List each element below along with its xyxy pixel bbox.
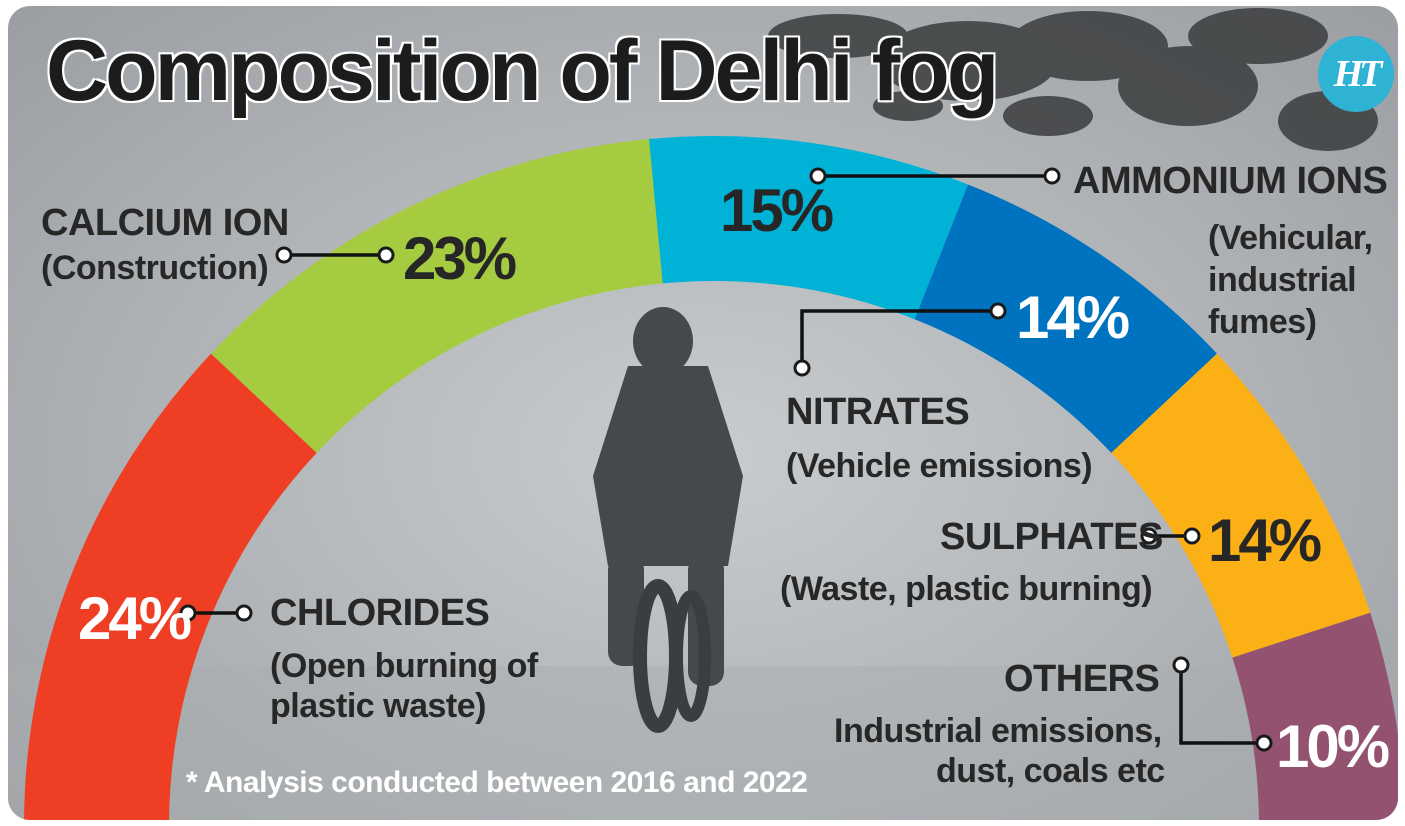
donut-segment-sulphates bbox=[1111, 353, 1371, 658]
calcium-desc: (Construction) bbox=[41, 249, 269, 287]
others-percent: 10% bbox=[1276, 713, 1390, 780]
chlorides-desc-line1: (Open burning of bbox=[270, 647, 538, 685]
ht-logo: HT bbox=[1318, 36, 1394, 112]
fog-scene bbox=[8, 8, 1398, 820]
ammonium-label-dot bbox=[1043, 167, 1061, 185]
others-desc-line1: Industrial emissions, bbox=[834, 712, 1162, 750]
calcium-label-dot bbox=[275, 246, 293, 264]
nitrates-label: NITRATES bbox=[786, 391, 970, 433]
chlorides-desc-line2: plastic waste) bbox=[270, 687, 486, 725]
leader-lines bbox=[179, 167, 1273, 752]
sulphates-percent: 14% bbox=[1208, 507, 1322, 574]
donut-arc bbox=[24, 136, 1398, 820]
nitrates-percent: 14% bbox=[1016, 284, 1130, 351]
calcium-percent: 23% bbox=[403, 225, 517, 292]
nitrates-desc: (Vehicle emissions) bbox=[786, 447, 1093, 485]
ammonium-marker-dot bbox=[809, 167, 827, 185]
donut-segment-others bbox=[1232, 612, 1398, 820]
ammonium-label: AMMONIUM IONS bbox=[1073, 160, 1388, 202]
chlorides-label-dot bbox=[235, 604, 253, 622]
ammonium-percent: 15% bbox=[720, 177, 834, 244]
calcium-label: CALCIUM ION bbox=[41, 202, 289, 244]
chlorides-marker-dot bbox=[179, 604, 197, 622]
cyclist-silhouette bbox=[593, 307, 743, 733]
infographic-card: Composition of Delhi fog HT 24% 23% 15% … bbox=[8, 6, 1398, 820]
donut-segment-calcium-ion bbox=[211, 139, 663, 453]
tree-foliage bbox=[768, 8, 1378, 151]
sulphates-label-dot bbox=[1140, 527, 1158, 545]
nitrates-label-dot bbox=[793, 359, 811, 377]
donut-segment-ammonium-ions bbox=[649, 136, 969, 320]
sulphates-marker-dot bbox=[1183, 527, 1201, 545]
footnote: * Analysis conducted between 2016 and 20… bbox=[186, 766, 808, 799]
others-desc-line2: dust, coals etc bbox=[936, 752, 1165, 790]
calcium-marker-dot bbox=[377, 246, 395, 264]
others-marker-dot bbox=[1255, 734, 1273, 752]
others-label: OTHERS bbox=[1004, 658, 1160, 700]
sulphates-label: SULPHATES bbox=[940, 516, 1163, 558]
ammonium-desc-line1: (Vehicular, bbox=[1208, 219, 1373, 257]
ammonium-desc-line2: industrial bbox=[1208, 261, 1357, 299]
others-label-dot bbox=[1172, 656, 1190, 674]
chlorides-percent: 24% bbox=[78, 585, 192, 652]
chart-title: Composition of Delhi fog bbox=[46, 23, 999, 119]
sulphates-desc: (Waste, plastic burning) bbox=[780, 570, 1153, 608]
donut-segment-chlorides bbox=[24, 353, 317, 820]
donut-segment-nitrates bbox=[914, 184, 1217, 453]
nitrates-marker-dot bbox=[989, 302, 1007, 320]
ammonium-desc-line3: fumes) bbox=[1208, 303, 1317, 341]
chlorides-label: CHLORIDES bbox=[270, 592, 490, 634]
